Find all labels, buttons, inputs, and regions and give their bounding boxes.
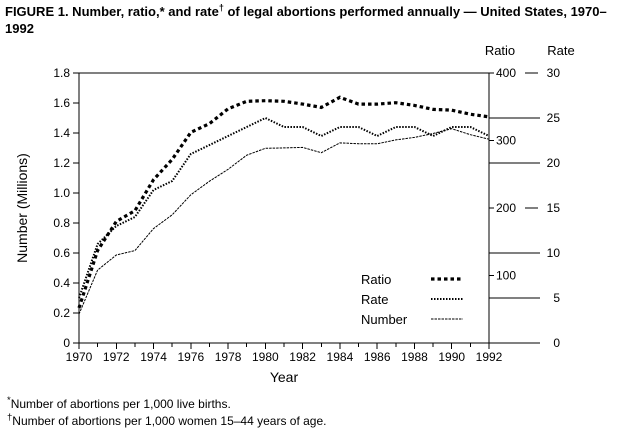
rate-tick-label: 20 [547,156,561,170]
year-tick-label: 1984 [327,350,354,364]
dagger-superscript: † [218,2,224,13]
legend-row-rate: Rate [361,289,464,309]
year-tick-label: 1990 [438,350,465,364]
year-tick-label: 1982 [289,350,316,364]
legend-label-rate: Rate [361,291,389,307]
year-tick-label: 1972 [103,350,130,364]
year-tick-label: 1978 [215,350,242,364]
ratio-line-sample-icon [431,277,463,281]
rate-tick-label: 25 [547,111,561,125]
rate-line-sample-icon [431,298,463,300]
x-axis-title: Year [269,369,299,385]
number-tick-label: 0.4 [53,276,70,290]
number-tick-label: 0.2 [53,306,70,320]
ratio-tick-label: 300 [496,134,516,148]
chart-legend: Ratio Rate Number [361,269,464,329]
year-tick-label: 1986 [364,350,391,364]
number-tick-label: 0.8 [53,216,70,230]
number-tick-label: 1.0 [53,186,70,200]
number-line-sample-icon [431,318,463,320]
year-tick-label: 1988 [401,350,428,364]
legend-label-ratio: Ratio [361,271,392,287]
footnote-rate-text: Number of abortions per 1,000 women 15–4… [12,414,327,428]
number-tick-label: 1.4 [53,126,70,140]
ratio-tick-label: 400 [496,66,516,80]
asterisk-marker: * [7,395,11,406]
footnote-ratio-definition: *Number of abortions per 1,000 live birt… [7,396,327,413]
ratio-tick-label: 200 [496,201,516,215]
figure-title-suffix: of legal abortions performed annually — … [5,4,607,36]
year-tick-label: 1976 [177,350,204,364]
year-tick-label: 1980 [252,350,279,364]
number-tick-label: 1.6 [53,96,70,110]
curve-rate [78,116,490,299]
legend-row-ratio: Ratio [361,269,464,289]
curve-ratio [77,95,490,309]
rate-axis-header: Rate [547,43,575,58]
footnote-ratio-text: Number of abortions per 1,000 live birth… [10,397,231,411]
rate-tick-label: 5 [553,291,560,305]
footnotes: *Number of abortions per 1,000 live birt… [7,396,327,430]
figure-title: FIGURE 1. Number, ratio,* and rate† of l… [5,2,635,37]
ratio-axis-ticks: 400 300 200 100 [489,66,516,283]
number-tick-label: 1.8 [53,66,70,80]
number-tick-label: 0.6 [53,246,70,260]
year-tick-label: 1974 [140,350,167,364]
figure-title-prefix: FIGURE 1. Number, ratio,* and rate [5,4,219,19]
number-axis-ticks: 1.8 1.6 1.4 1.2 1.0 0.8 0.6 0.4 0.2 0 [53,66,79,350]
curve-number [78,128,490,315]
footnote-rate-definition: †Number of abortions per 1,000 women 15–… [7,413,327,430]
rate-axis-ticks: 30 25 20 15 10 5 0 [489,66,560,350]
rate-tick-label: 10 [547,246,561,260]
rate-tick-label: 30 [547,66,561,80]
ratio-axis-header: Ratio [484,43,516,58]
rate-tick-label: 0 [553,336,560,350]
year-tick-label: 1970 [66,350,93,364]
year-tick-label: 1992 [476,350,503,364]
legend-label-number: Number [361,311,408,327]
number-tick-label: 1.2 [53,156,70,170]
year-axis-ticks: 1970 1972 1974 1976 1978 1980 1982 1984 1986 1988… [66,343,503,364]
ratio-tick-label: 100 [496,269,516,283]
dagger-marker: † [7,412,13,423]
rate-tick-label: 15 [547,201,561,215]
legend-row-number: Number [361,309,464,329]
number-tick-label: 0 [63,336,70,350]
